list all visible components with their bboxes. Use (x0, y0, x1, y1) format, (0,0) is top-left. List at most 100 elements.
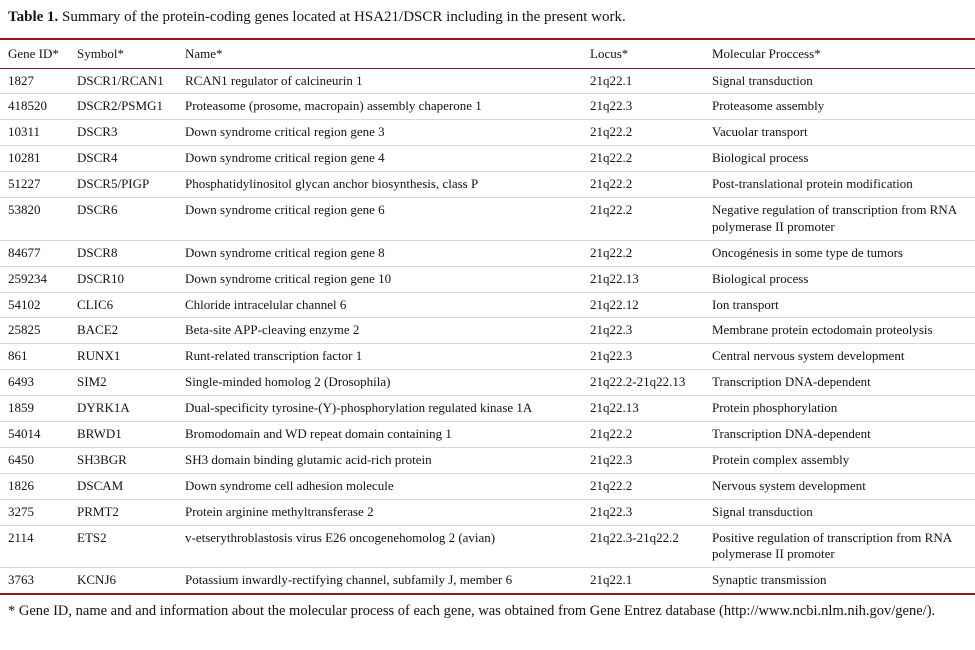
cell-molecular-process: Central nervous system development (712, 348, 905, 364)
cell-name: Phosphatidylinositol glycan anchor biosy… (185, 176, 479, 192)
table-row: 51227 DSCR5/PIGP Phosphatidylinositol glyc… (0, 172, 975, 198)
genes-table: Gene ID* Symbol* Name* Locus* Molecular … (0, 38, 975, 596)
table-row: 6450 SH3BGR SH3 domain binding glutamic ac… (0, 447, 975, 474)
cell-locus: 21q22.3 (590, 98, 633, 114)
cell-molecular-process: Protein phosphorylation (712, 400, 838, 416)
cell-gene-id: 3275 (8, 503, 34, 519)
cell-symbol: RUNX1 (77, 348, 121, 364)
table-footnote: * Gene ID, name and and information abou… (8, 603, 936, 620)
cell-molecular-process: Signal transduction (712, 72, 813, 88)
cell-locus: 21q22.3 (590, 503, 633, 519)
cell-gene-id: 10281 (8, 150, 41, 166)
cell-name: Proteasome (prosome, macropain) assembly… (185, 98, 482, 114)
cell-molecular-process: Oncogénesis in some type de tumors (712, 244, 903, 260)
cell-locus: 21q22.3-21q22.2 (590, 529, 679, 545)
cell-gene-id: 259234 (8, 270, 47, 286)
cell-name: v-etserythroblastosis virus E26 oncogene… (185, 529, 496, 545)
table-row: 3763 KCNJ6 Potassium inwardly-rectifying c… (0, 568, 975, 594)
cell-symbol: DSCR3 (77, 124, 118, 140)
cell-symbol: DSCR2/PSMG1 (77, 98, 163, 114)
cell-molecular-process: Negative regulation of transcription fro… (712, 201, 957, 234)
cell-name: Beta-site APP-cleaving enzyme 2 (185, 322, 360, 338)
table-row: 10311 DSCR3 Down syndrome critical region … (0, 120, 975, 146)
cell-molecular-process: Vacuolar transport (712, 124, 808, 140)
table-row: 25825 BACE2 Beta-site APP-cleaving enzyme … (0, 318, 975, 344)
table-row: 861 RUNX1 Runt-related transcription facto… (0, 344, 975, 370)
cell-locus: 21q22.2 (590, 244, 633, 260)
cell-symbol: DSCR6 (77, 201, 118, 217)
cell-locus: 21q22.12 (590, 296, 639, 312)
cell-locus: 21q22.13 (590, 400, 639, 416)
col-header-locus: Locus* (590, 45, 629, 61)
cell-symbol: ETS2 (77, 529, 107, 545)
cell-molecular-process: Biological process (712, 150, 809, 166)
cell-molecular-process: Membrane protein ectodomain proteolysis (712, 322, 933, 338)
col-header-symbol: Symbol* (77, 45, 124, 61)
cell-symbol: DSCR8 (77, 244, 118, 260)
cell-name: Bromodomain and WD repeat domain contain… (185, 425, 452, 441)
col-header-molecular-process: Molecular Proccess* (712, 45, 821, 61)
cell-gene-id: 51227 (8, 176, 41, 192)
cell-symbol: SIM2 (77, 374, 107, 390)
cell-gene-id: 6493 (8, 374, 34, 390)
cell-name: Dual-specificity tyrosine-(Y)-phosphoryl… (185, 400, 533, 416)
cell-name: Chloride intracelular channel 6 (185, 296, 347, 312)
table-row: 1859 DYRK1A Dual-specificity tyrosine-(Y)-… (0, 396, 975, 422)
cell-molecular-process: Protein complex assembly (712, 451, 850, 467)
cell-locus: 21q22.1 (590, 72, 633, 88)
cell-gene-id: 6450 (8, 451, 34, 467)
table-row: 84677 DSCR8 Down syndrome critical region … (0, 240, 975, 267)
cell-locus: 21q22.2-21q22.13 (590, 374, 686, 390)
cell-molecular-process: Proteasome assembly (712, 98, 825, 114)
cell-gene-id: 84677 (8, 244, 41, 260)
cell-name: SH3 domain binding glutamic acid-rich pr… (185, 451, 432, 467)
table-row: 1826 DSCAM Down syndrome cell adhesion mol… (0, 473, 975, 500)
cell-molecular-process: Ion transport (712, 296, 779, 312)
cell-locus: 21q22.2 (590, 150, 633, 166)
table-header: Gene ID* Symbol* Name* Locus* Molecular … (0, 38, 975, 68)
cell-symbol: SH3BGR (77, 451, 127, 467)
table-row: 418520 DSCR2/PSMG1 Proteasome (prosome, ma… (0, 94, 975, 120)
table-row: 6493 SIM2 Single-minded homolog 2 (Drosoph… (0, 370, 975, 396)
cell-gene-id: 3763 (8, 572, 34, 588)
cell-name: RCAN1 regulator of calcineurin 1 (185, 72, 363, 88)
cell-molecular-process: Nervous system development (712, 477, 866, 493)
cell-gene-id: 54014 (8, 425, 41, 441)
cell-symbol: BACE2 (77, 322, 119, 338)
cell-gene-id: 1827 (8, 72, 34, 88)
cell-symbol: PRMT2 (77, 503, 119, 519)
table-row: 10281 DSCR4 Down syndrome critical region … (0, 146, 975, 172)
cell-locus: 21q22.1 (590, 572, 633, 588)
cell-name: Down syndrome critical region gene 10 (185, 270, 392, 286)
cell-gene-id: 1859 (8, 400, 34, 416)
cell-name: Down syndrome critical region gene 4 (185, 150, 385, 166)
cell-gene-id: 10311 (8, 124, 41, 140)
cell-locus: 21q22.2 (590, 176, 633, 192)
cell-name: Down syndrome critical region gene 8 (185, 244, 385, 260)
cell-locus: 21q22.3 (590, 348, 633, 364)
table-row: 53820 DSCR6 Down syndrome critical region … (0, 197, 975, 241)
cell-locus: 21q22.2 (590, 124, 633, 140)
table-caption: Table 1. Summary of the protein-coding g… (0, 6, 975, 38)
cell-gene-id: 418520 (8, 98, 47, 114)
cell-symbol: CLIC6 (77, 296, 114, 312)
cell-name: Down syndrome cell adhesion molecule (185, 477, 394, 493)
cell-locus: 21q22.2 (590, 477, 633, 493)
table-caption-label: Table 1. (8, 9, 59, 25)
cell-symbol: DYRK1A (77, 400, 130, 416)
cell-molecular-process: Synaptic transmission (712, 572, 827, 588)
table-row: 2114 ETS2 v-etserythroblastosis virus E26 … (0, 525, 975, 568)
cell-symbol: DSCR10 (77, 270, 124, 286)
cell-molecular-process: Post-translational protein modification (712, 176, 913, 192)
cell-gene-id: 2114 (8, 529, 34, 545)
cell-locus: 21q22.13 (590, 270, 639, 286)
cell-symbol: DSCR5/PIGP (77, 176, 150, 192)
table-body: 1827 DSCR1/RCAN1 RCAN1 regulator of calcin… (0, 68, 975, 595)
cell-locus: 21q22.3 (590, 451, 633, 467)
table-caption-text: Summary of the protein-coding genes loca… (58, 9, 626, 25)
cell-symbol: DSCR1/RCAN1 (77, 72, 164, 88)
cell-gene-id: 861 (8, 348, 28, 364)
cell-name: Runt-related transcription factor 1 (185, 348, 363, 364)
cell-molecular-process: Transcription DNA-dependent (712, 425, 871, 441)
